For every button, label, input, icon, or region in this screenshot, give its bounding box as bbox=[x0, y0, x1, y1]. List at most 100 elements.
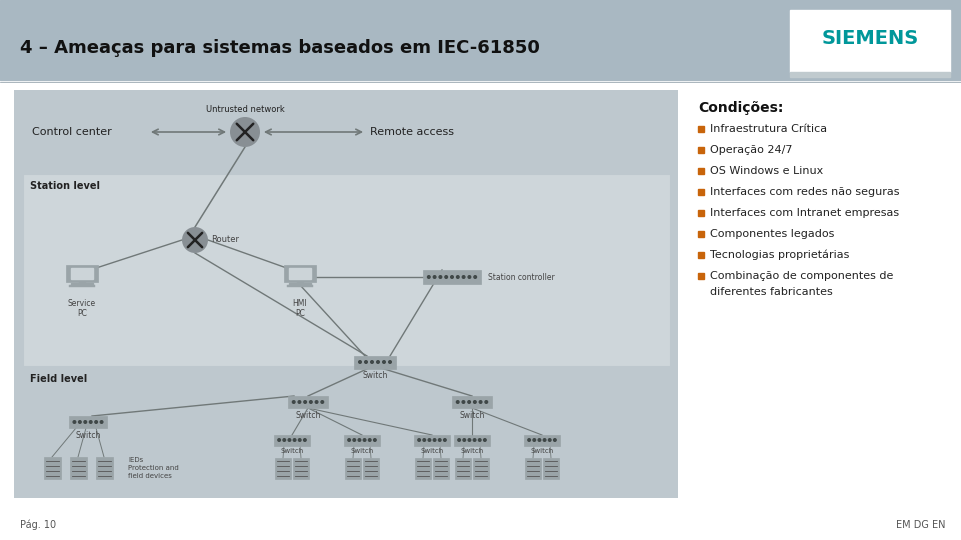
Circle shape bbox=[304, 401, 307, 403]
Circle shape bbox=[438, 438, 441, 441]
Circle shape bbox=[283, 438, 285, 441]
Bar bbox=[543, 457, 559, 478]
Bar bbox=[24, 175, 669, 365]
Bar bbox=[354, 355, 396, 368]
Text: Switch: Switch bbox=[530, 448, 554, 454]
Circle shape bbox=[368, 438, 371, 441]
Text: Service
PC: Service PC bbox=[68, 299, 96, 319]
Circle shape bbox=[462, 276, 465, 278]
Circle shape bbox=[445, 276, 448, 278]
Circle shape bbox=[418, 438, 421, 441]
Bar bbox=[69, 285, 95, 287]
Circle shape bbox=[374, 438, 376, 441]
Circle shape bbox=[554, 438, 556, 441]
Text: Tecnologias proprietárias: Tecnologias proprietárias bbox=[710, 249, 850, 260]
Text: Operação 24/7: Operação 24/7 bbox=[710, 145, 793, 155]
Bar bbox=[284, 265, 316, 282]
Text: Pág. 10: Pág. 10 bbox=[20, 519, 56, 530]
Circle shape bbox=[433, 438, 436, 441]
Bar bbox=[274, 435, 310, 446]
Bar bbox=[473, 457, 489, 478]
Bar bbox=[454, 435, 490, 446]
Circle shape bbox=[388, 361, 391, 363]
Bar bbox=[288, 396, 328, 408]
Bar bbox=[24, 368, 669, 485]
Circle shape bbox=[365, 361, 367, 363]
Bar bbox=[0, 0, 961, 80]
Bar bbox=[345, 457, 361, 478]
Circle shape bbox=[371, 361, 373, 363]
Circle shape bbox=[278, 438, 281, 441]
Bar bbox=[293, 457, 309, 478]
Circle shape bbox=[468, 276, 471, 278]
Circle shape bbox=[474, 276, 477, 278]
Circle shape bbox=[479, 438, 481, 441]
Circle shape bbox=[480, 401, 481, 403]
Circle shape bbox=[304, 438, 307, 441]
Text: Field level: Field level bbox=[30, 374, 87, 384]
Text: Switch: Switch bbox=[281, 448, 304, 454]
Bar bbox=[71, 283, 93, 285]
Bar bbox=[363, 457, 379, 478]
Bar bbox=[14, 90, 678, 498]
Text: Switch: Switch bbox=[362, 371, 387, 380]
Circle shape bbox=[474, 401, 476, 403]
Bar bbox=[66, 265, 98, 282]
Bar bbox=[415, 457, 431, 478]
Bar bbox=[297, 281, 303, 284]
Text: Switch: Switch bbox=[459, 410, 484, 420]
Text: SIEMENS: SIEMENS bbox=[822, 29, 919, 48]
Text: Switch: Switch bbox=[295, 410, 321, 420]
Bar bbox=[95, 457, 112, 479]
Text: Infraestrutura Crítica: Infraestrutura Crítica bbox=[710, 124, 827, 134]
Circle shape bbox=[79, 421, 81, 423]
Circle shape bbox=[456, 401, 459, 403]
Text: Condições:: Condições: bbox=[698, 101, 783, 115]
Text: Untrusted network: Untrusted network bbox=[206, 105, 284, 114]
Circle shape bbox=[468, 438, 471, 441]
Bar bbox=[455, 457, 471, 478]
Text: OS Windows e Linux: OS Windows e Linux bbox=[710, 166, 824, 176]
Circle shape bbox=[485, 401, 487, 403]
Text: Router: Router bbox=[211, 235, 239, 245]
Text: IEDs
Protection and
field devices: IEDs Protection and field devices bbox=[128, 457, 179, 479]
Circle shape bbox=[444, 438, 446, 441]
Circle shape bbox=[468, 401, 471, 403]
Circle shape bbox=[288, 438, 291, 441]
Bar bbox=[71, 268, 93, 279]
Circle shape bbox=[293, 438, 296, 441]
Text: Interfaces com redes não seguras: Interfaces com redes não seguras bbox=[710, 187, 899, 197]
Text: diferentes fabricantes: diferentes fabricantes bbox=[710, 287, 833, 297]
Circle shape bbox=[456, 276, 459, 278]
Circle shape bbox=[528, 438, 530, 441]
Bar bbox=[289, 268, 311, 279]
Text: Switch: Switch bbox=[75, 430, 101, 440]
Circle shape bbox=[377, 361, 380, 363]
Circle shape bbox=[463, 438, 465, 441]
Circle shape bbox=[483, 438, 486, 441]
Circle shape bbox=[549, 438, 551, 441]
Text: Combinação de componentes de: Combinação de componentes de bbox=[710, 271, 894, 281]
Circle shape bbox=[230, 117, 260, 147]
Circle shape bbox=[358, 361, 361, 363]
Text: Remote access: Remote access bbox=[370, 127, 454, 137]
Text: Station controller: Station controller bbox=[488, 273, 554, 281]
Circle shape bbox=[321, 401, 324, 403]
Circle shape bbox=[358, 438, 360, 441]
Circle shape bbox=[439, 276, 442, 278]
Circle shape bbox=[462, 401, 465, 403]
Text: Componentes legados: Componentes legados bbox=[710, 229, 834, 239]
Circle shape bbox=[100, 421, 103, 423]
Circle shape bbox=[382, 361, 385, 363]
Bar bbox=[433, 457, 449, 478]
Circle shape bbox=[473, 438, 476, 441]
Bar bbox=[287, 285, 312, 287]
Bar bbox=[414, 435, 450, 446]
Circle shape bbox=[428, 276, 431, 278]
Circle shape bbox=[95, 421, 97, 423]
Circle shape bbox=[543, 438, 546, 441]
Circle shape bbox=[315, 401, 318, 403]
Text: Station level: Station level bbox=[30, 181, 100, 191]
Text: Switch: Switch bbox=[351, 448, 374, 454]
Bar bbox=[79, 281, 85, 284]
